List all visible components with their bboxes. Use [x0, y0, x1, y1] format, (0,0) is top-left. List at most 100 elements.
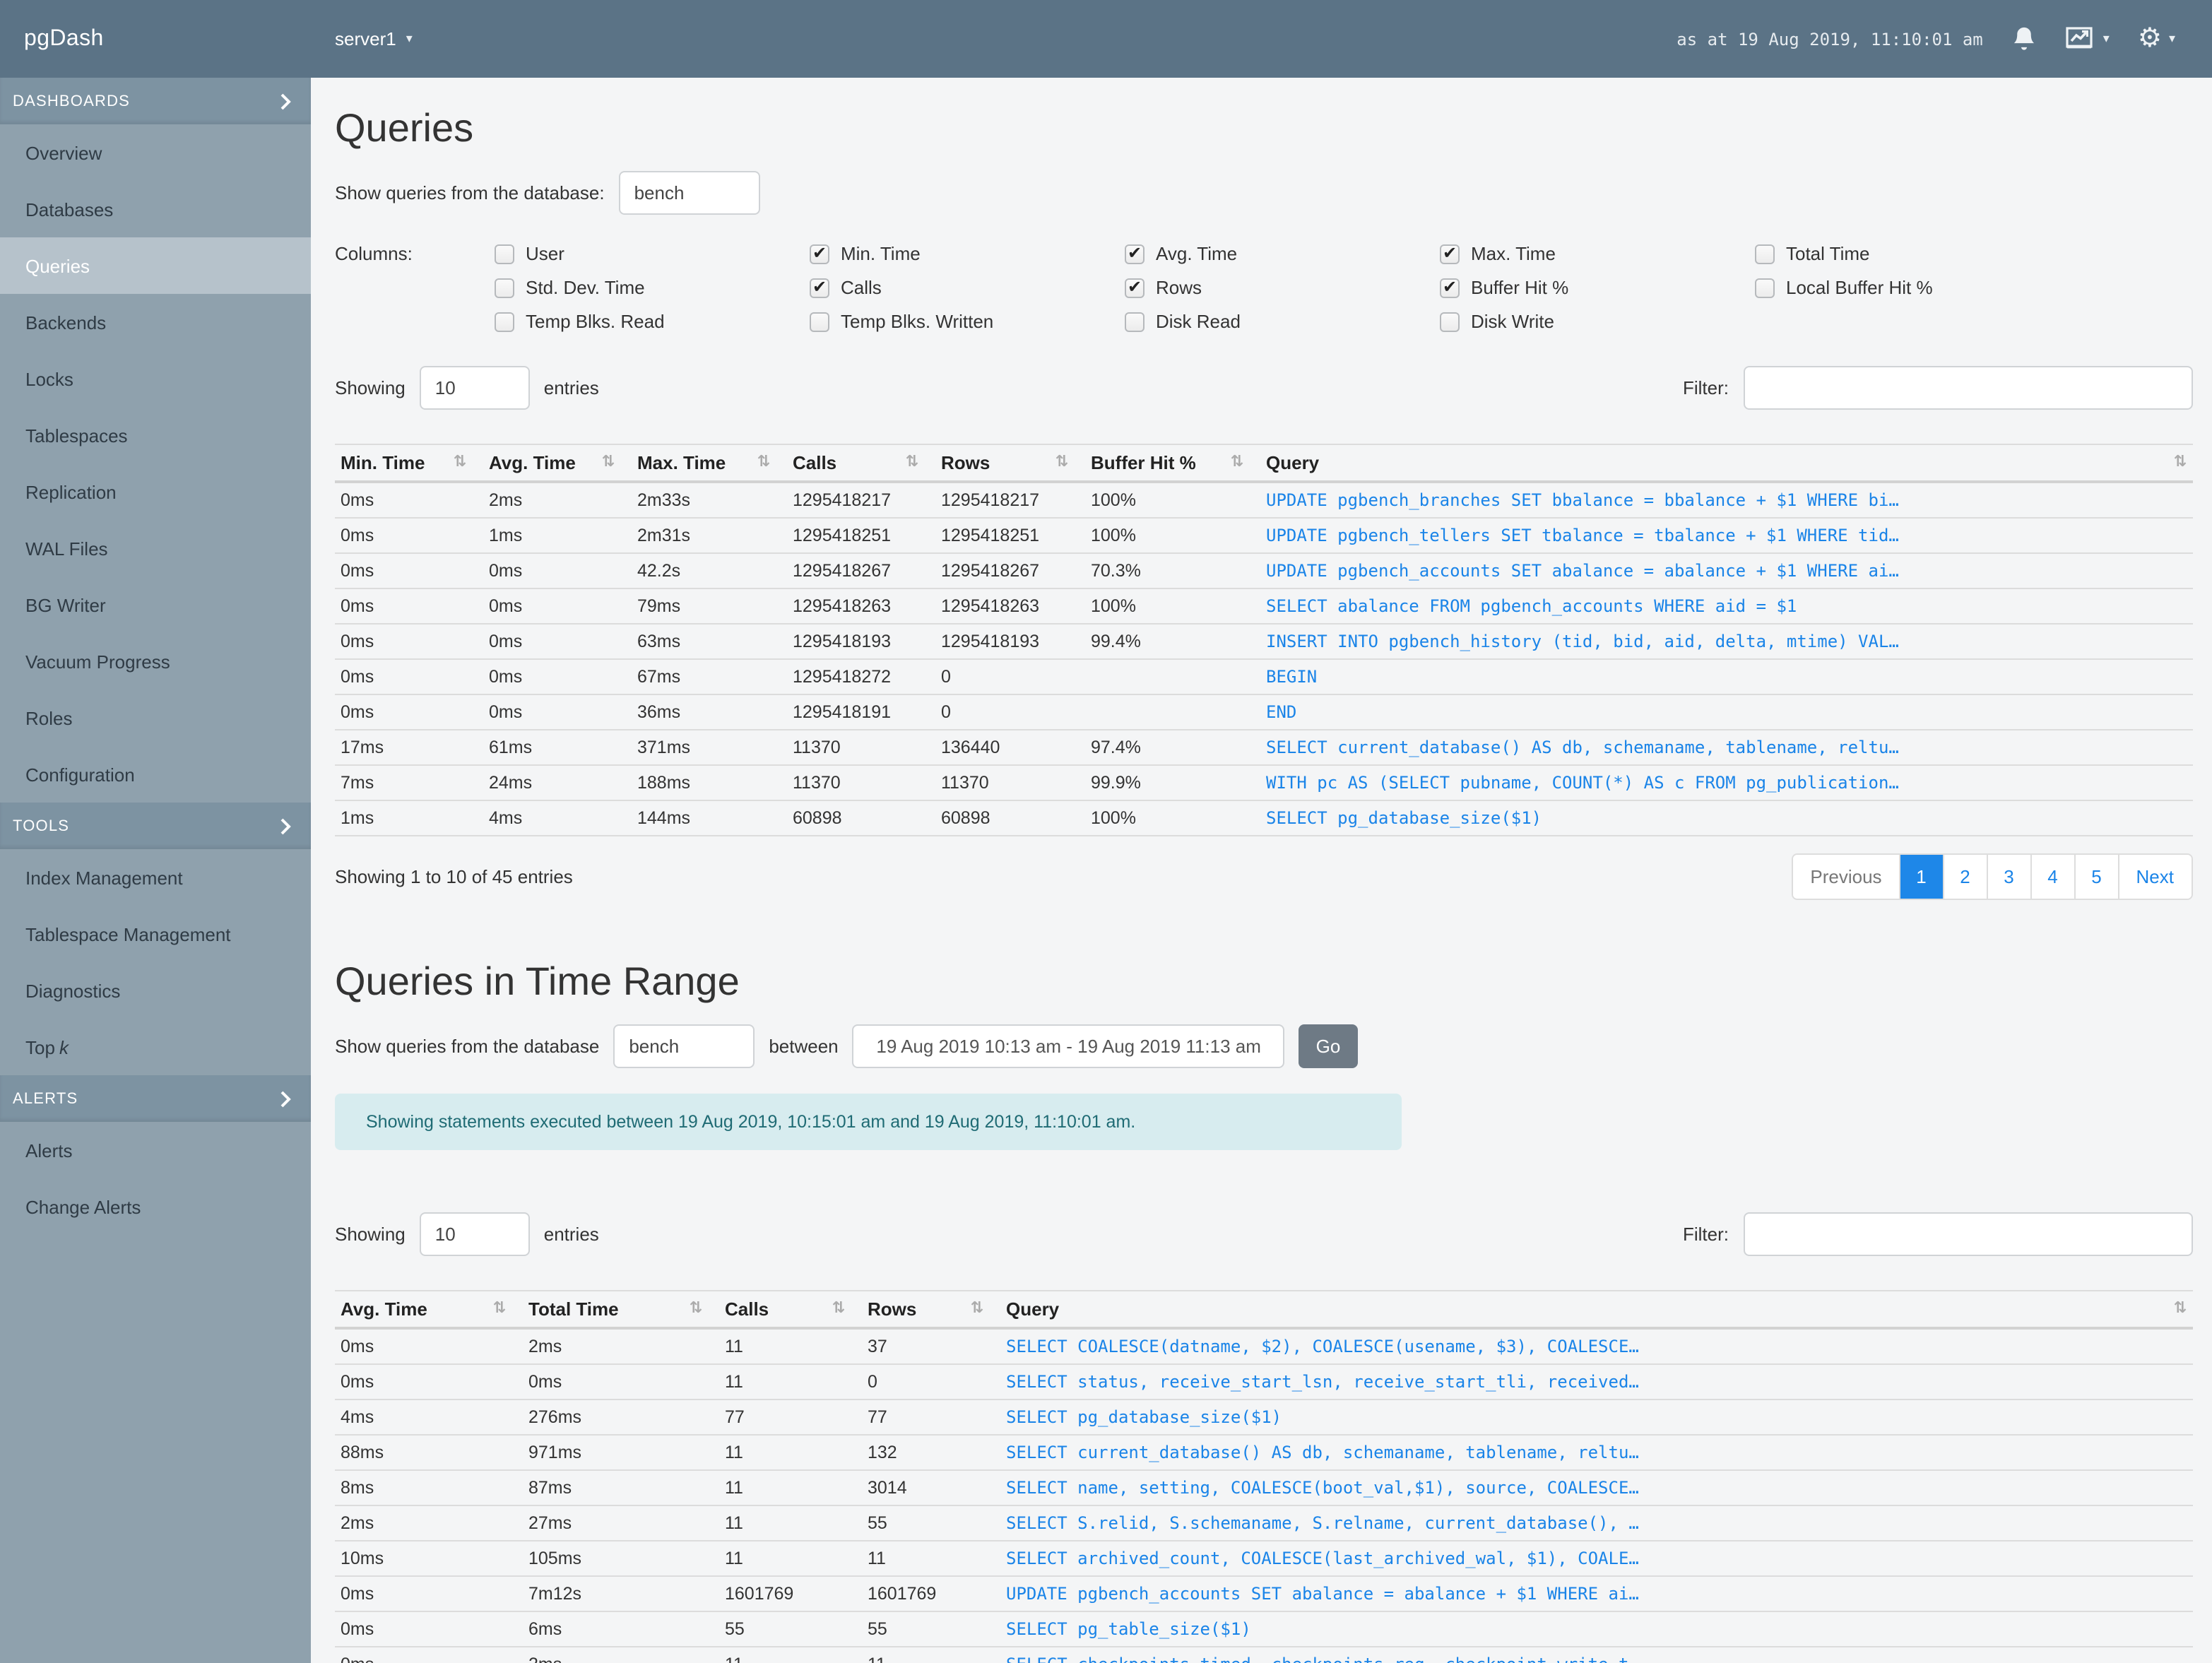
col-header-min-time[interactable]: Min. Time ⇅: [335, 444, 483, 484]
checkbox[interactable]: [1440, 276, 1460, 298]
col-header-max-time[interactable]: Max. Time ⇅: [632, 444, 787, 484]
sidebar-section-tools[interactable]: TOOLS: [0, 803, 311, 849]
sidebar-item-tablespaces[interactable]: Tablespaces: [25, 425, 128, 446]
query-link[interactable]: SELECT pg_database_size($1): [1266, 808, 1542, 829]
checkbox-avg-time[interactable]: Avg. Time: [1125, 242, 1440, 264]
sidebar-item-configuration[interactable]: Configuration: [25, 764, 135, 785]
settings-menu-button[interactable]: ⚙ ▾: [2138, 25, 2175, 52]
database-input[interactable]: [618, 171, 760, 215]
sidebar-item-wal-files[interactable]: WAL Files: [25, 538, 108, 559]
query-link[interactable]: SELECT archived_count, COALESCE(last_arc…: [1006, 1549, 1639, 1569]
sidebar-item-queries[interactable]: Queries: [0, 237, 311, 294]
checkbox[interactable]: [1440, 312, 1460, 332]
checkbox-max-time[interactable]: Max. Time: [1440, 242, 1755, 264]
query-link[interactable]: UPDATE pgbench_accounts SET abalance = a…: [1006, 1584, 1639, 1604]
col-header-query[interactable]: Query ⇅: [1000, 1290, 2192, 1330]
checkbox[interactable]: [810, 312, 829, 332]
pagination-next[interactable]: Next: [2117, 855, 2191, 899]
notifications-button[interactable]: [2011, 25, 2038, 52]
query-link[interactable]: SELECT current_database() AS db, scheman…: [1266, 738, 1899, 758]
pagination-previous[interactable]: Previous: [1793, 855, 1899, 899]
time-range-input[interactable]: [852, 1024, 1285, 1069]
pagination-page-3[interactable]: 3: [1986, 855, 2030, 899]
sidebar-section-dashboards[interactable]: DASHBOARDS: [0, 78, 311, 124]
query-link[interactable]: SELECT name, setting, COALESCE(boot_val,…: [1006, 1478, 1639, 1498]
sort-icon[interactable]: ⇅: [1055, 452, 1068, 471]
filter-input[interactable]: [1743, 366, 2192, 410]
col-header-calls[interactable]: Calls ⇅: [787, 444, 935, 484]
query-link[interactable]: SELECT S.relid, S.schemaname, S.relname,…: [1006, 1513, 1639, 1534]
checkbox-std-dev-time[interactable]: Std. Dev. Time: [495, 277, 810, 298]
sort-icon[interactable]: ⇅: [832, 1298, 845, 1318]
col-header-calls[interactable]: Calls ⇅: [719, 1290, 862, 1330]
sort-icon[interactable]: ⇅: [757, 452, 770, 471]
brand-logo[interactable]: pgDash: [24, 26, 104, 50]
charts-menu-button[interactable]: ▾: [2066, 27, 2110, 51]
sort-icon[interactable]: ⇅: [2173, 1298, 2187, 1318]
query-link[interactable]: WITH pc AS (SELECT pubname, COUNT(*) AS …: [1266, 773, 1899, 793]
query-link[interactable]: SELECT checkpoints_timed, checkpoints_re…: [1006, 1655, 2187, 1663]
sidebar-item-replication[interactable]: Replication: [25, 481, 117, 502]
checkbox[interactable]: [810, 242, 829, 264]
sidebar-item-change-alerts[interactable]: Change Alerts: [25, 1196, 141, 1217]
sidebar-item-diagnostics[interactable]: Diagnostics: [25, 980, 121, 1001]
checkbox-temp-blks-read[interactable]: Temp Blks. Read: [495, 311, 810, 332]
sort-icon[interactable]: ⇅: [905, 452, 918, 471]
checkbox-min-time[interactable]: Min. Time: [810, 242, 1125, 264]
query-link[interactable]: INSERT INTO pgbench_history (tid, bid, a…: [1266, 632, 1899, 652]
sidebar-item-index-management[interactable]: Index Management: [25, 867, 183, 888]
col-header-rows[interactable]: Rows ⇅: [935, 444, 1085, 484]
filter-input[interactable]: [1743, 1212, 2192, 1257]
sidebar-item-locks[interactable]: Locks: [25, 368, 73, 389]
col-header-avg-time[interactable]: Avg. Time ⇅: [335, 1290, 523, 1330]
checkbox-rows[interactable]: Rows: [1125, 276, 1440, 298]
sort-icon[interactable]: ⇅: [1230, 452, 1243, 471]
checkbox[interactable]: [1755, 244, 1775, 264]
sort-icon[interactable]: ⇅: [453, 452, 466, 471]
checkbox[interactable]: [495, 278, 514, 298]
checkbox-calls[interactable]: Calls: [810, 276, 1125, 298]
sidebar-item-bg-writer[interactable]: BG Writer: [25, 594, 106, 615]
checkbox[interactable]: [1125, 276, 1145, 298]
go-button[interactable]: Go: [1299, 1024, 1358, 1069]
query-link[interactable]: SELECT COALESCE(datname, $2), COALESCE(u…: [1006, 1337, 1639, 1357]
sidebar-item-databases[interactable]: Databases: [25, 199, 114, 220]
pagination-page-1[interactable]: 1: [1898, 855, 1943, 899]
checkbox-local-buffer-hit[interactable]: Local Buffer Hit %: [1755, 277, 2070, 298]
sidebar-item-roles[interactable]: Roles: [25, 707, 73, 728]
query-link[interactable]: SELECT current_database() AS db, scheman…: [1006, 1443, 1639, 1463]
checkbox-buffer-hit[interactable]: Buffer Hit %: [1440, 276, 1755, 298]
query-link[interactable]: UPDATE pgbench_branches SET bbalance = b…: [1266, 490, 1899, 511]
col-header-rows[interactable]: Rows ⇅: [862, 1290, 1000, 1330]
query-link[interactable]: UPDATE pgbench_tellers SET tbalance = tb…: [1266, 526, 1899, 546]
sidebar-item-top-k[interactable]: Top k: [25, 1036, 69, 1058]
checkbox[interactable]: [810, 276, 829, 298]
checkbox[interactable]: [495, 244, 514, 264]
sidebar-item-vacuum-progress[interactable]: Vacuum Progress: [25, 651, 170, 672]
sidebar-item-alerts[interactable]: Alerts: [25, 1140, 73, 1161]
col-header-buffer-hit[interactable]: Buffer Hit % ⇅: [1085, 444, 1260, 484]
checkbox[interactable]: [495, 312, 514, 332]
checkbox[interactable]: [1125, 312, 1145, 332]
sidebar-section-alerts[interactable]: ALERTS: [0, 1075, 311, 1122]
sort-icon[interactable]: ⇅: [970, 1298, 983, 1318]
sort-icon[interactable]: ⇅: [601, 452, 615, 471]
query-link[interactable]: UPDATE pgbench_accounts SET abalance = a…: [1266, 561, 1899, 581]
col-header-total-time[interactable]: Total Time ⇅: [523, 1290, 719, 1330]
query-link[interactable]: SELECT pg_database_size($1): [1006, 1407, 1282, 1428]
server-selector[interactable]: server1 ▾: [335, 28, 413, 49]
checkbox-disk-read[interactable]: Disk Read: [1125, 311, 1440, 332]
entries-count-input[interactable]: [419, 1212, 530, 1257]
sort-icon[interactable]: ⇅: [2173, 452, 2187, 471]
pagination-page-2[interactable]: 2: [1942, 855, 1987, 899]
checkbox-user[interactable]: User: [495, 243, 810, 264]
checkbox-total-time[interactable]: Total Time: [1755, 243, 2070, 264]
checkbox-temp-blks-written[interactable]: Temp Blks. Written: [810, 311, 1125, 332]
sort-icon[interactable]: ⇅: [492, 1298, 506, 1318]
checkbox-disk-write[interactable]: Disk Write: [1440, 311, 1755, 332]
col-header-avg-time[interactable]: Avg. Time ⇅: [483, 444, 632, 484]
checkbox[interactable]: [1440, 242, 1460, 264]
query-link[interactable]: SELECT status, receive_start_lsn, receiv…: [1006, 1372, 1639, 1392]
query-link[interactable]: SELECT pg_table_size($1): [1006, 1619, 1251, 1640]
checkbox[interactable]: [1125, 242, 1145, 264]
